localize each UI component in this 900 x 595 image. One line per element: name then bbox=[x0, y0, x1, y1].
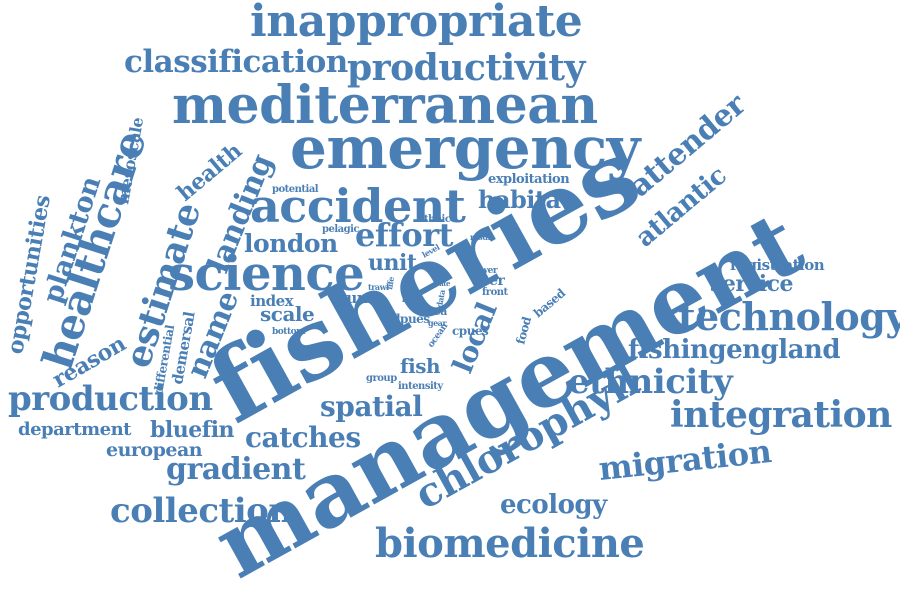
word-emergency: emergency bbox=[290, 114, 643, 182]
word-classification: classification bbox=[124, 44, 348, 80]
word-exploitation: exploitation bbox=[488, 172, 570, 187]
word-rate: rate bbox=[436, 279, 451, 288]
word-tuna: tuna bbox=[340, 289, 377, 307]
word-ethnic: ethnic bbox=[418, 214, 451, 225]
word-accident: accident bbox=[250, 179, 467, 233]
word-trawl: trawl bbox=[368, 282, 389, 292]
word-inappropriate: inappropriate bbox=[250, 0, 582, 47]
word-lpues: lpues bbox=[396, 312, 430, 326]
word-fishingengland: fishingengland bbox=[628, 335, 840, 365]
word-intensity: intensity bbox=[398, 381, 444, 392]
word-registration: registration bbox=[730, 256, 825, 274]
word-catches: catches bbox=[245, 421, 361, 454]
word-migration: migration bbox=[597, 432, 773, 488]
word-technology: technology bbox=[678, 294, 900, 339]
word-fish: fish bbox=[400, 354, 441, 378]
word-gradient: gradient bbox=[166, 452, 306, 487]
word-collection: collection bbox=[110, 491, 293, 531]
word-potential: potential bbox=[272, 184, 319, 195]
word-index: index bbox=[250, 292, 295, 310]
word-department: department bbox=[18, 419, 132, 440]
word-group: group bbox=[366, 373, 397, 384]
word-bottom: bottom bbox=[272, 327, 306, 337]
word-sea: sea bbox=[428, 305, 447, 318]
word-habitat: habitat bbox=[478, 185, 572, 214]
word-biomedicine: biomedicine bbox=[375, 520, 644, 567]
word-ecology: ecology bbox=[500, 490, 608, 520]
word-front: front bbox=[482, 287, 509, 298]
word-ethnicity: ethnicity bbox=[568, 362, 734, 402]
word-unit: unit bbox=[368, 250, 418, 276]
word-london: london bbox=[244, 229, 338, 258]
word-light: light bbox=[402, 295, 419, 304]
word-productivity: productivity bbox=[347, 47, 586, 89]
word-bluefin: bluefin bbox=[150, 417, 235, 443]
word-production: production bbox=[8, 379, 213, 419]
word-gear: gear bbox=[428, 318, 447, 328]
word-user: user bbox=[472, 273, 505, 289]
word-european: european bbox=[106, 439, 203, 461]
word-lower: lower bbox=[472, 266, 498, 276]
word-result: result bbox=[470, 232, 494, 242]
word-service: service bbox=[710, 271, 793, 297]
word-scale: scale bbox=[260, 302, 314, 326]
word-mediterranean: mediterranean bbox=[172, 75, 598, 136]
word-science: science bbox=[168, 246, 364, 302]
word-integration: integration bbox=[670, 394, 892, 436]
word-pelagic: pelagic bbox=[322, 224, 359, 235]
word-effort: effort bbox=[355, 216, 454, 254]
word-cpues: cpues bbox=[452, 324, 489, 338]
word-life: life bbox=[384, 276, 396, 291]
word-data: data bbox=[434, 289, 447, 308]
word-spatial: spatial bbox=[320, 390, 422, 423]
